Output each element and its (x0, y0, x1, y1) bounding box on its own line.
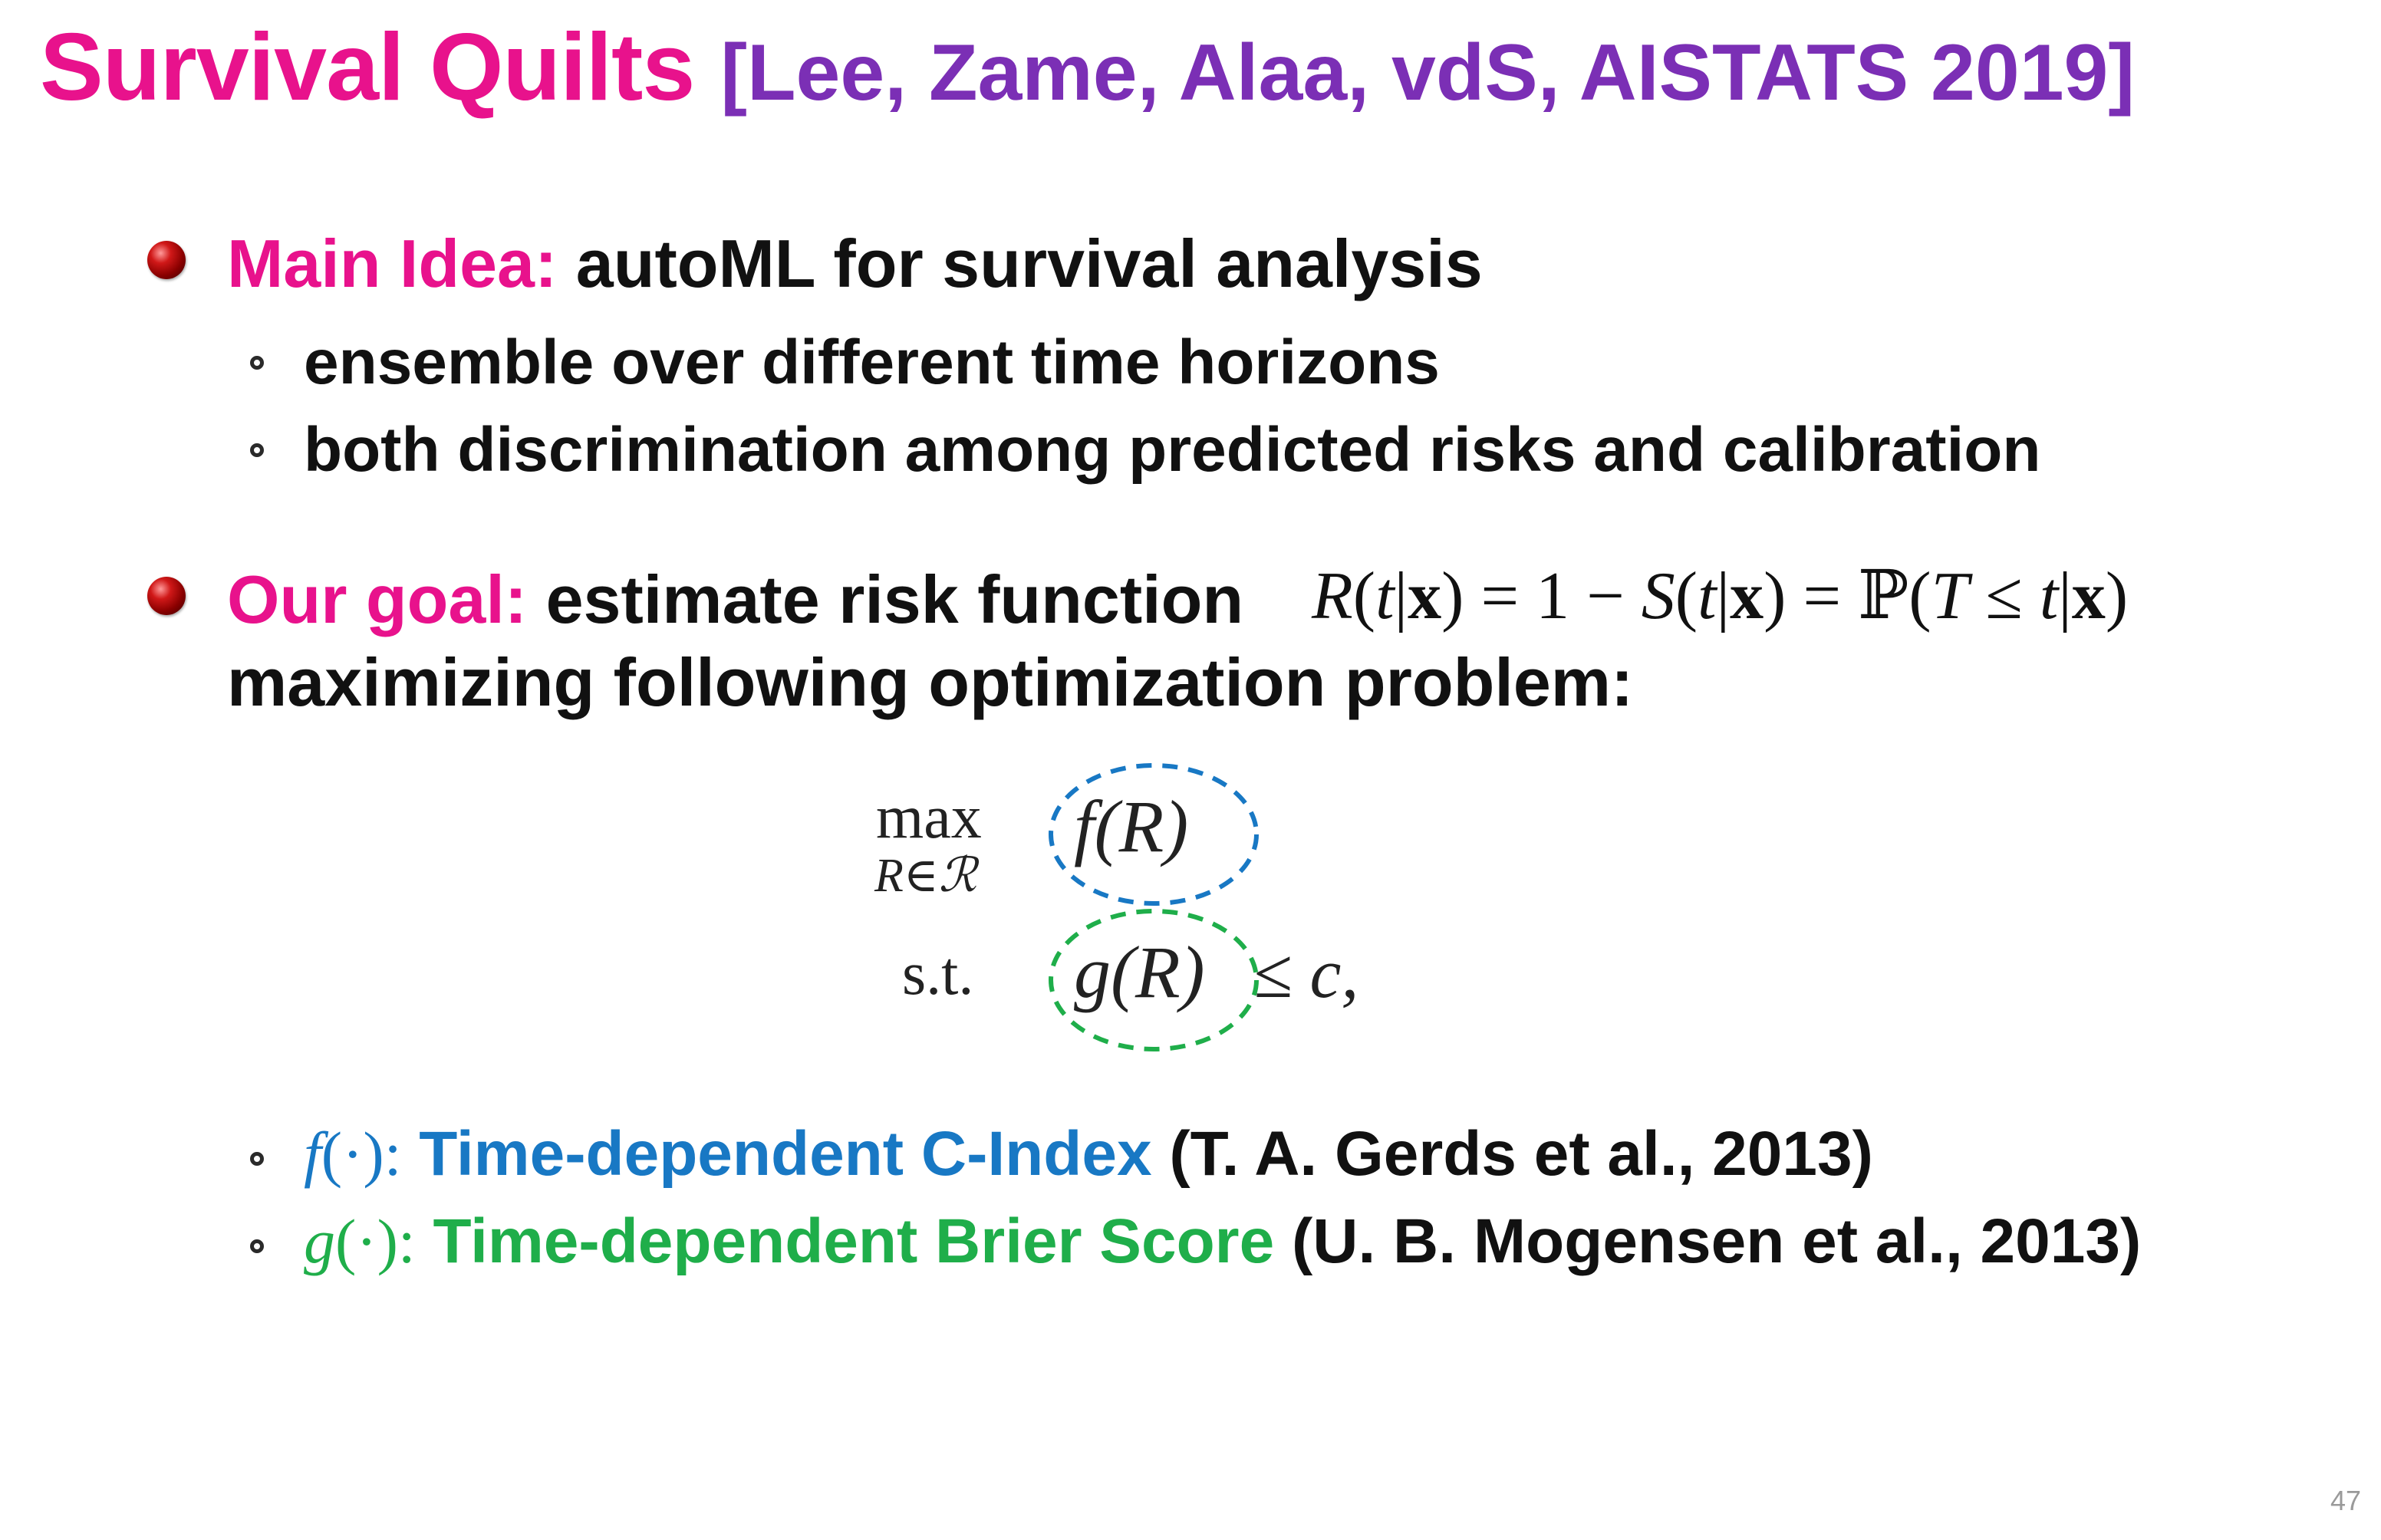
metric-c-index: f(·): Time-dependent C-Index (T. A. Gerd… (304, 1119, 1873, 1189)
constraint-highlight (1049, 909, 1259, 1051)
bullet-text: autoML for survival analysis (575, 225, 1483, 301)
sub-bullet-text: both discrimination among predicted risk… (304, 415, 2041, 485)
title-main: Survival Quilts (40, 15, 695, 120)
bullet-ball-icon (147, 241, 186, 279)
objective-f: f(R) (1074, 785, 1188, 867)
max-subscript: R∈ℛ (874, 850, 980, 902)
title-citation: [Lee, Zame, Alaa, vdS, AISTATS 2019] (720, 28, 2136, 117)
constraint-rhs: ≤ c, (1253, 934, 1358, 1012)
bullet-key: Our goal: (227, 561, 528, 637)
bullet-text: estimate risk function (545, 561, 1244, 637)
risk-formula: R(t|x) = 1 − S(t|x) = ℙ(T ≤ t|x) (1312, 559, 2129, 633)
objective-highlight (1049, 763, 1259, 906)
sub-bullet-icon (250, 1152, 264, 1166)
subject-to: s.t. (902, 940, 973, 1008)
sub-bullet-icon (250, 356, 264, 370)
constraint-g: g(R) (1074, 931, 1205, 1013)
slide-title: Survival Quilts [Lee, Zame, Alaa, vdS, AI… (40, 20, 2135, 115)
sub-bullet-text: ensemble over different time horizons (304, 327, 1440, 397)
bullet-our-goal: Our goal: estimate risk function (227, 566, 1243, 633)
optimization-problem: max R∈ℛ f(R) s.t. g(R) ≤ c, (874, 763, 1358, 1051)
sub-bullet-icon (250, 1239, 264, 1253)
bullet-key: Main Idea: (227, 225, 558, 301)
max-operator: max (876, 784, 982, 851)
metric-brier-score: g(·): Time-dependent Brier Score (U. B. … (304, 1206, 2142, 1276)
sub-bullet-icon (250, 443, 264, 457)
goal-line-2: maximizing following optimization proble… (227, 644, 1634, 720)
slide-number: 47 (2330, 1485, 2361, 1516)
bullet-main-idea: Main Idea: autoML for survival analysis (227, 230, 1483, 298)
bullet-ball-icon (147, 577, 186, 615)
